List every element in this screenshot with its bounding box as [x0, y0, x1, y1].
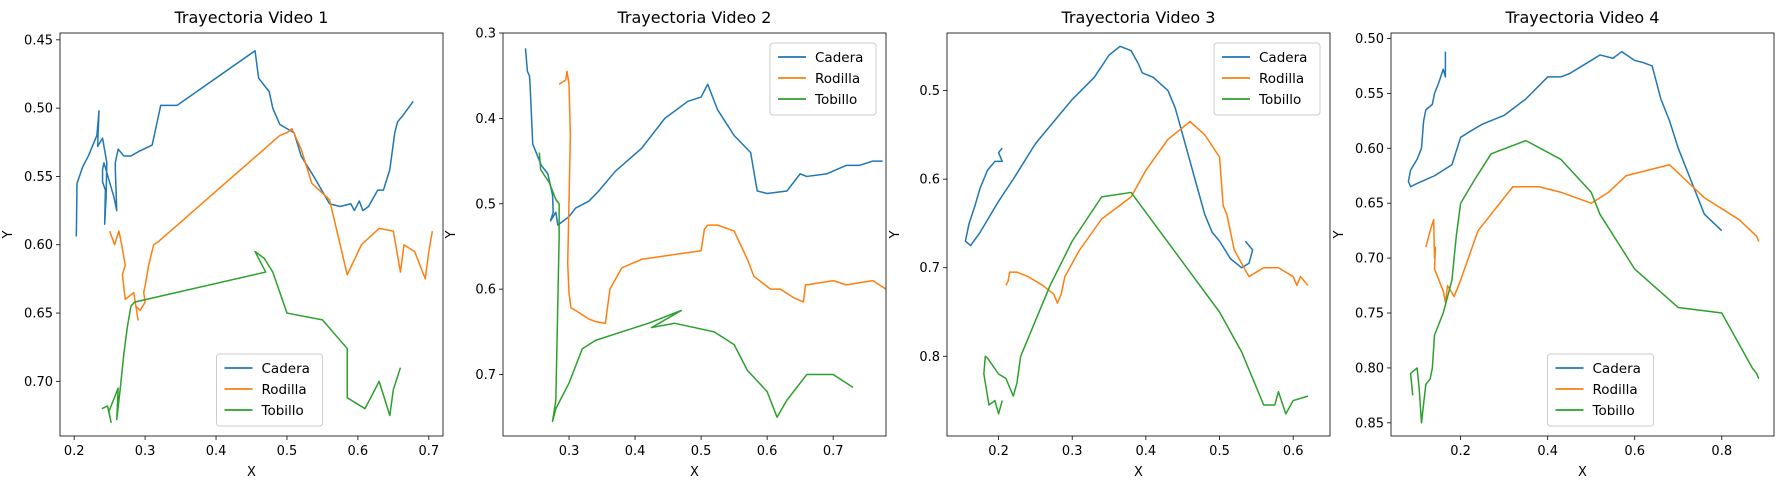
legend-box [216, 353, 323, 427]
x-tick-label: 0.6 [1624, 444, 1645, 459]
y-tick-label: 0.5 [919, 84, 940, 99]
y-tick-label: 0.65 [1355, 197, 1384, 212]
series-line-rodilla [1425, 164, 1760, 303]
y-axis-label: Y [444, 230, 459, 239]
chart-panel-4: 0.2 0.4 0.6 0.8 0.50 0.55 0.60 0.65 0.70 0.75 0.80… [1332, 8, 1775, 480]
x-tick-label: 0.5 [691, 444, 712, 459]
x-axis-label: X [247, 465, 256, 480]
legend-label-cadera: Cadera [1593, 361, 1641, 377]
x-tick-label: 0.6 [757, 444, 778, 459]
x-tick-label: 0.5 [1209, 444, 1230, 459]
y-tick-label: 0.60 [24, 238, 53, 253]
y-tick-label: 0.65 [24, 307, 53, 322]
chart-title: Trayectoria Video 1 [174, 8, 329, 27]
chart-panel-3: 0.2 0.3 0.4 0.5 0.6 0.5 0.6 0.7 0.8 Trayectoria V… [888, 8, 1331, 480]
plot-frame [502, 32, 887, 437]
legend-label-tobillo: Tobillo [261, 403, 304, 419]
chart-panel-2: 0.3 0.4 0.5 0.6 0.7 0.3 0.4 0.5 0.6 0.7 Trayectori… [444, 8, 887, 480]
series-line-tobillo [983, 191, 1309, 415]
legend-box [769, 42, 877, 116]
y-axis-label: Y [1, 230, 16, 239]
y-tick-label: 0.7 [919, 261, 940, 276]
chart-title: Trayectoria Video 2 [617, 8, 772, 27]
legend: Cadera Rodilla Tobillo [216, 353, 323, 427]
x-tick-label: 0.4 [206, 444, 227, 459]
series-line-rodilla [558, 70, 886, 325]
series-line-tobillo [101, 250, 402, 424]
legend-box [1547, 353, 1654, 427]
y-tick-label: 0.70 [24, 375, 53, 390]
x-axis-label: X [690, 465, 699, 480]
y-tick-label: 0.55 [1355, 87, 1384, 102]
plot-frame [946, 32, 1331, 437]
series-line-cadera [75, 50, 414, 237]
x-tick-label: 0.2 [1450, 444, 1471, 459]
y-tick-label: 0.55 [24, 170, 53, 185]
y-tick-label: 0.6 [919, 173, 940, 188]
x-tick-label: 0.2 [988, 444, 1009, 459]
x-tick-label: 0.3 [1062, 444, 1083, 459]
x-axis-label: X [1134, 465, 1143, 480]
x-tick-label: 0.4 [1537, 444, 1558, 459]
plot-frame [59, 32, 444, 437]
y-tick-label: 0.70 [1355, 252, 1384, 267]
legend-label-tobillo: Tobillo [1592, 403, 1635, 419]
y-tick-label: 0.8 [919, 350, 940, 365]
series-line-rodilla [108, 127, 434, 321]
legend-label-cadera: Cadera [815, 50, 863, 66]
legend-label-rodilla: Rodilla [1259, 71, 1304, 87]
legend: Cadera Rodilla Tobillo [1213, 42, 1321, 116]
plot-frame [1390, 32, 1775, 437]
x-tick-label: 0.3 [559, 444, 580, 459]
legend-label-rodilla: Rodilla [815, 71, 860, 87]
y-axis-label: Y [888, 230, 903, 239]
x-tick-label: 0.5 [277, 444, 298, 459]
x-tick-label: 0.7 [823, 444, 844, 459]
y-tick-label: 0.5 [475, 197, 496, 212]
y-tick-label: 0.6 [475, 283, 496, 298]
series-line-cadera [964, 45, 1254, 269]
series-line-cadera [1407, 50, 1723, 232]
y-tick-label: 0.45 [24, 33, 53, 48]
x-tick-label: 0.6 [1283, 444, 1304, 459]
y-tick-label: 0.60 [1355, 142, 1384, 157]
legend-label-rodilla: Rodilla [1593, 382, 1638, 398]
series-line-rodilla [1005, 120, 1309, 304]
x-tick-label: 0.4 [1136, 444, 1157, 459]
y-tick-label: 0.50 [24, 102, 53, 117]
legend-label-tobillo: Tobillo [1258, 92, 1301, 108]
y-tick-label: 0.4 [475, 112, 496, 127]
y-tick-label: 0.50 [1355, 32, 1384, 47]
x-tick-label: 0.6 [348, 444, 369, 459]
x-tick-label: 0.7 [418, 444, 439, 459]
y-tick-label: 0.75 [1355, 307, 1384, 322]
chart-panel-1: 0.2 0.3 0.4 0.5 0.6 0.7 0.45 0.50 0.55 0.60 0.65 0.… [1, 8, 444, 480]
x-axis-label: X [1578, 465, 1587, 480]
y-tick-label: 0.3 [475, 27, 496, 42]
x-tick-label: 0.2 [64, 444, 85, 459]
legend-label-tobillo: Tobillo [814, 92, 857, 108]
y-tick-label: 0.7 [475, 368, 496, 383]
series-line-cadera [524, 48, 883, 226]
legend-label-cadera: Cadera [262, 361, 310, 377]
y-tick-label: 0.85 [1355, 416, 1384, 431]
x-tick-label: 0.4 [625, 444, 646, 459]
y-axis-label: Y [1332, 230, 1347, 239]
x-tick-label: 0.3 [135, 444, 156, 459]
series-line-tobillo [538, 152, 854, 423]
y-tick-label: 0.80 [1355, 361, 1384, 376]
legend-box [1213, 42, 1321, 116]
legend-label-rodilla: Rodilla [262, 382, 307, 398]
legend-label-cadera: Cadera [1259, 50, 1307, 66]
legend: Cadera Rodilla Tobillo [769, 42, 877, 116]
legend: Cadera Rodilla Tobillo [1547, 353, 1654, 427]
x-tick-label: 0.8 [1711, 444, 1732, 459]
chart-title: Trayectoria Video 4 [1505, 8, 1660, 27]
chart-title: Trayectoria Video 3 [1061, 8, 1216, 27]
series-line-tobillo [1409, 139, 1760, 424]
